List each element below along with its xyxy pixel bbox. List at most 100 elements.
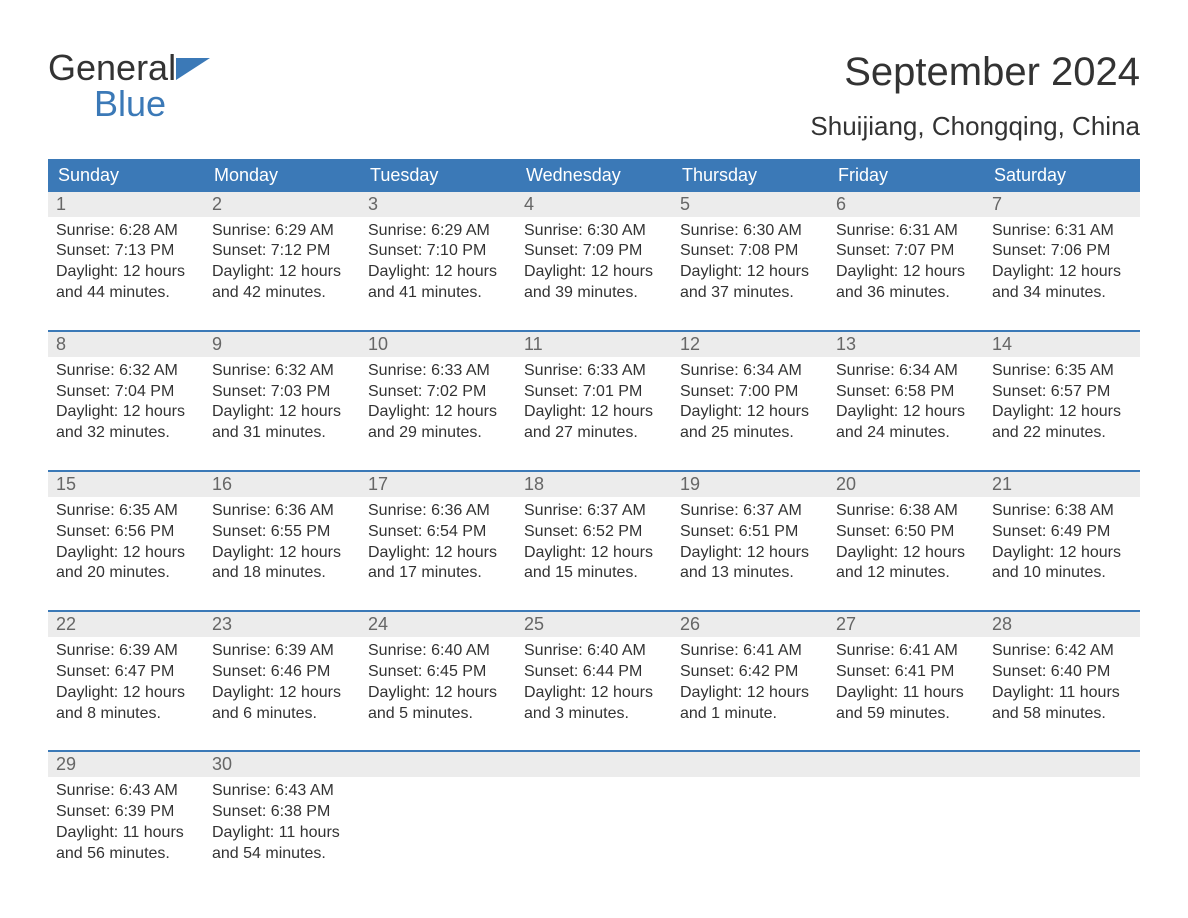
- sunrise-text: Sunrise: 6:29 AM: [212, 221, 352, 242]
- day-cell: 26Sunrise: 6:41 AMSunset: 6:42 PMDayligh…: [672, 612, 828, 730]
- logo-word1: General: [48, 47, 176, 88]
- day-cell: 19 Sunrise: 6:37 AMSunset: 6:51 PMDayligh…: [672, 472, 828, 590]
- weeks-container: 1 Sunrise: 6:28 AMSunset: 7:13 PM Daylight…: [48, 192, 1140, 871]
- page-subtitle: Shuijiang, Chongqing, China: [810, 112, 1140, 141]
- day-number: 18: [524, 474, 544, 494]
- day-body: Sunrise: 6:38 AMSunset: 6:50 PMDaylight:…: [828, 497, 984, 590]
- day-body: Sunrise: 6:37 AMSunset: 6:51 PMDaylight:…: [672, 497, 828, 590]
- day-cell: 5Sunrise: 6:30 AMSunset: 7:08 PMDaylight…: [672, 192, 828, 310]
- daylight-text: Daylight: 11 hours and 54 minutes.: [212, 823, 352, 865]
- daylight-text: Daylight: 12 hours and 37 minutes.: [680, 262, 820, 304]
- day-number-row: 3: [360, 192, 516, 217]
- day-body: Sunrise: 6:39 AMSunset: 6:47 PMDaylight:…: [48, 637, 204, 730]
- day-number-row: [516, 752, 672, 777]
- day-number: 30: [212, 754, 232, 774]
- day-number: 19: [680, 474, 700, 494]
- day-body: Sunrise: 6:41 AMSunset: 6:41 PMDaylight:…: [828, 637, 984, 730]
- day-body: Sunrise: 6:33 AMSunset: 7:01 PMDaylight:…: [516, 357, 672, 450]
- sunrise-text: Sunrise: 6:28 AM: [56, 221, 196, 242]
- day-number: 25: [524, 614, 544, 634]
- week-row: 8Sunrise: 6:32 AMSunset: 7:04 PMDaylight…: [48, 330, 1140, 450]
- day-cell: 14Sunrise: 6:35 AMSunset: 6:57 PMDayligh…: [984, 332, 1140, 450]
- sunrise-text: Sunrise: 6:36 AM: [368, 501, 508, 522]
- sunrise-text: Sunrise: 6:41 AM: [680, 641, 820, 662]
- day-number-row: 14: [984, 332, 1140, 357]
- weekday-header: Tuesday: [360, 159, 516, 192]
- sunrise-text: Sunrise: 6:40 AM: [524, 641, 664, 662]
- daylight-text: Daylight: 12 hours and 24 minutes.: [836, 402, 976, 444]
- day-cell: [516, 752, 672, 870]
- sunset-text: Sunset: 7:08 PM: [680, 241, 820, 262]
- sunrise-text: Sunrise: 6:33 AM: [524, 361, 664, 382]
- daylight-text: Daylight: 12 hours and 13 minutes.: [680, 543, 820, 585]
- day-number-row: 12: [672, 332, 828, 357]
- sunset-text: Sunset: 6:38 PM: [212, 802, 352, 823]
- day-number: 21: [992, 474, 1012, 494]
- day-cell: [984, 752, 1140, 870]
- day-number-row: 27: [828, 612, 984, 637]
- calendar-page: General Blue September 2024 Shuijiang, C…: [0, 0, 1188, 911]
- day-number: 8: [56, 334, 66, 354]
- day-number: 24: [368, 614, 388, 634]
- day-number: 16: [212, 474, 232, 494]
- sunset-text: Sunset: 7:12 PM: [212, 241, 352, 262]
- day-body: [984, 777, 1140, 787]
- day-number-row: 16: [204, 472, 360, 497]
- day-cell: 30Sunrise: 6:43 AMSunset: 6:38 PMDayligh…: [204, 752, 360, 870]
- day-body: Sunrise: 6:34 AMSunset: 7:00 PMDaylight:…: [672, 357, 828, 450]
- sunrise-text: Sunrise: 6:38 AM: [992, 501, 1132, 522]
- day-number-row: 7: [984, 192, 1140, 217]
- sunrise-text: Sunrise: 6:35 AM: [56, 501, 196, 522]
- day-cell: 21Sunrise: 6:38 AMSunset: 6:49 PMDayligh…: [984, 472, 1140, 590]
- day-cell: [672, 752, 828, 870]
- day-cell: 20Sunrise: 6:38 AMSunset: 6:50 PMDayligh…: [828, 472, 984, 590]
- sunset-text: Sunset: 7:00 PM: [680, 382, 820, 403]
- daylight-text: Daylight: 12 hours and 1 minute.: [680, 683, 820, 725]
- day-number: [836, 754, 841, 774]
- day-number-row: 6: [828, 192, 984, 217]
- daylight-text: Daylight: 12 hours and 20 minutes.: [56, 543, 196, 585]
- day-number-row: 23: [204, 612, 360, 637]
- day-body: Sunrise: 6:36 AMSunset: 6:54 PMDaylight:…: [360, 497, 516, 590]
- daylight-text: Daylight: 12 hours and 39 minutes.: [524, 262, 664, 304]
- day-cell: 12Sunrise: 6:34 AMSunset: 7:00 PMDayligh…: [672, 332, 828, 450]
- daylight-text: Daylight: 11 hours and 58 minutes.: [992, 683, 1132, 725]
- day-body: Sunrise: 6:43 AMSunset: 6:39 PMDaylight:…: [48, 777, 204, 870]
- daylight-text: Daylight: 12 hours and 42 minutes.: [212, 262, 352, 304]
- day-cell: 9Sunrise: 6:32 AMSunset: 7:03 PMDaylight…: [204, 332, 360, 450]
- daylight-text: Daylight: 12 hours and 12 minutes.: [836, 543, 976, 585]
- day-number: 1: [56, 194, 66, 214]
- sunset-text: Sunset: 6:45 PM: [368, 662, 508, 683]
- day-number: 4: [524, 194, 534, 214]
- daylight-text: Daylight: 12 hours and 15 minutes.: [524, 543, 664, 585]
- day-number-row: [672, 752, 828, 777]
- day-number-row: 30: [204, 752, 360, 777]
- day-number-row: 22: [48, 612, 204, 637]
- daylight-text: Daylight: 12 hours and 3 minutes.: [524, 683, 664, 725]
- day-number-row: 15: [48, 472, 204, 497]
- day-number-row: 9: [204, 332, 360, 357]
- daylight-text: Daylight: 12 hours and 17 minutes.: [368, 543, 508, 585]
- day-cell: 6Sunrise: 6:31 AMSunset: 7:07 PMDaylight…: [828, 192, 984, 310]
- day-number-row: 5: [672, 192, 828, 217]
- weekday-header: Thursday: [672, 159, 828, 192]
- day-cell: 13Sunrise: 6:34 AMSunset: 6:58 PMDayligh…: [828, 332, 984, 450]
- day-number-row: 28: [984, 612, 1140, 637]
- day-body: Sunrise: 6:31 AMSunset: 7:06 PMDaylight:…: [984, 217, 1140, 310]
- daylight-text: Daylight: 11 hours and 59 minutes.: [836, 683, 976, 725]
- sunset-text: Sunset: 7:06 PM: [992, 241, 1132, 262]
- logo: General Blue: [48, 50, 210, 122]
- sunset-text: Sunset: 7:13 PM: [56, 241, 196, 262]
- day-cell: 22Sunrise: 6:39 AMSunset: 6:47 PMDayligh…: [48, 612, 204, 730]
- day-body: Sunrise: 6:40 AMSunset: 6:45 PMDaylight:…: [360, 637, 516, 730]
- daylight-text: Daylight: 12 hours and 36 minutes.: [836, 262, 976, 304]
- sunset-text: Sunset: 7:03 PM: [212, 382, 352, 403]
- daylight-text: Daylight: 12 hours and 34 minutes.: [992, 262, 1132, 304]
- sunrise-text: Sunrise: 6:42 AM: [992, 641, 1132, 662]
- day-number-row: 13: [828, 332, 984, 357]
- day-number: 9: [212, 334, 222, 354]
- day-number-row: 1: [48, 192, 204, 217]
- weekday-header: Wednesday: [516, 159, 672, 192]
- page-title: September 2024: [810, 50, 1140, 94]
- logo-word2: Blue: [94, 83, 166, 124]
